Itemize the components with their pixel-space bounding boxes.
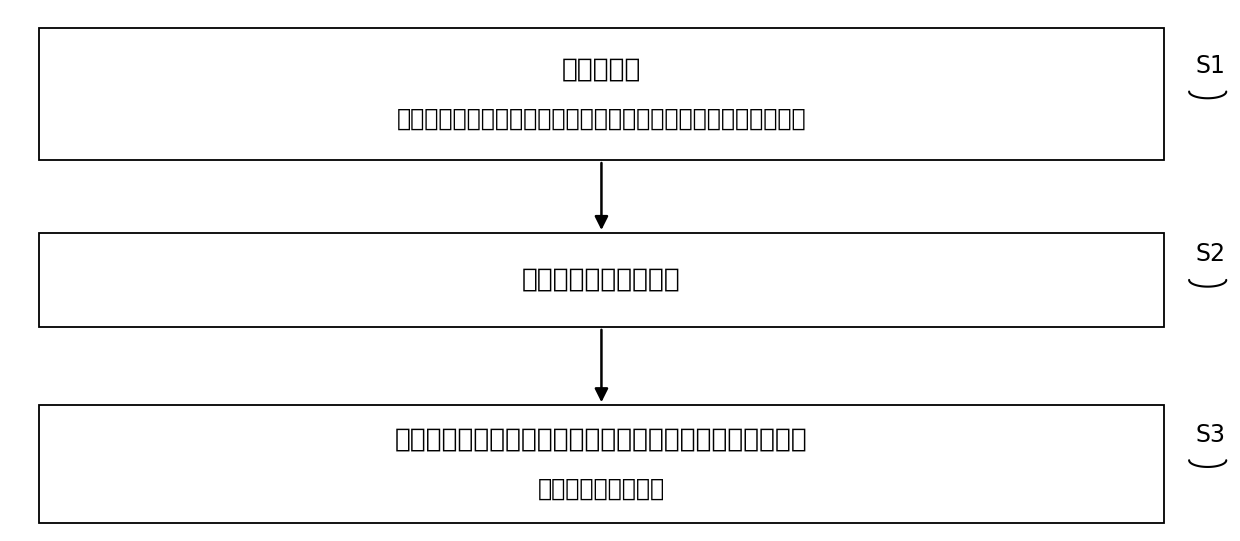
Text: S1: S1 (1195, 54, 1225, 78)
Text: ，控制空调继续运行: ，控制空调继续运行 (538, 477, 665, 500)
Bar (38, 233, 1164, 327)
Text: 如果空调的能力输出值达到当前运行模式下的能力输出阈值: 如果空调的能力输出值达到当前运行模式下的能力输出阈值 (396, 427, 807, 453)
Text: 空调节流装置发生堵塞的触发信号，对节流装置进行应急疏通处理: 空调节流装置发生堵塞的触发信号，对节流装置进行应急疏通处理 (397, 107, 806, 130)
Text: S3: S3 (1195, 423, 1225, 447)
Text: 如果检测到: 如果检测到 (562, 57, 641, 83)
Bar (38, 405, 1164, 524)
Text: 获取空调的能力输出值: 获取空调的能力输出值 (522, 267, 681, 293)
Text: S2: S2 (1195, 242, 1225, 266)
Bar (38, 28, 1164, 160)
